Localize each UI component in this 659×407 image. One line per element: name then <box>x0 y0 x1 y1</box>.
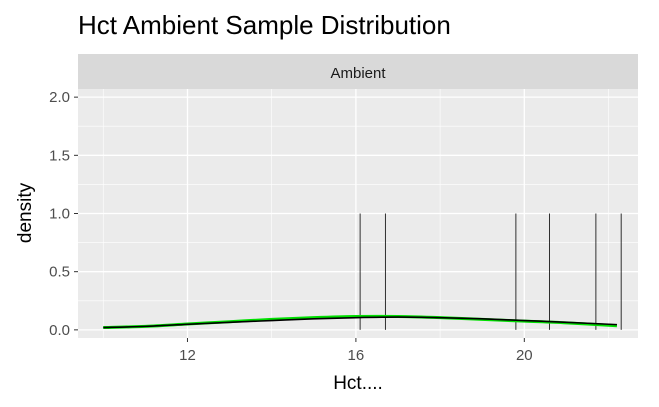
x-tick-label: 12 <box>179 347 196 364</box>
major-gridlines <box>78 89 638 338</box>
x-axis-title: Hct.... <box>333 373 383 394</box>
y-axis-title: density <box>15 182 36 243</box>
y-tick-label: 1.0 <box>49 206 70 223</box>
rug-marks <box>359 213 622 330</box>
y-tick-label: 1.5 <box>49 147 70 164</box>
x-tick-label: 16 <box>348 347 365 364</box>
y-tick-label: 0.5 <box>49 264 70 281</box>
y-tick-label: 0.0 <box>49 322 70 339</box>
x-axis: 12 16 20 <box>179 338 533 364</box>
x-tick-label: 20 <box>516 347 533 364</box>
facet-strip <box>78 54 638 89</box>
facet-strip-label: Ambient <box>330 65 386 82</box>
chart-title: Hct Ambient Sample Distribution <box>78 10 451 40</box>
density-curves <box>103 314 618 330</box>
y-axis: 0.0 0.5 1.0 1.5 2.0 <box>49 89 78 339</box>
minor-gridlines <box>78 89 638 338</box>
density-curve-black <box>103 316 617 329</box>
y-tick-label: 2.0 <box>49 89 70 106</box>
